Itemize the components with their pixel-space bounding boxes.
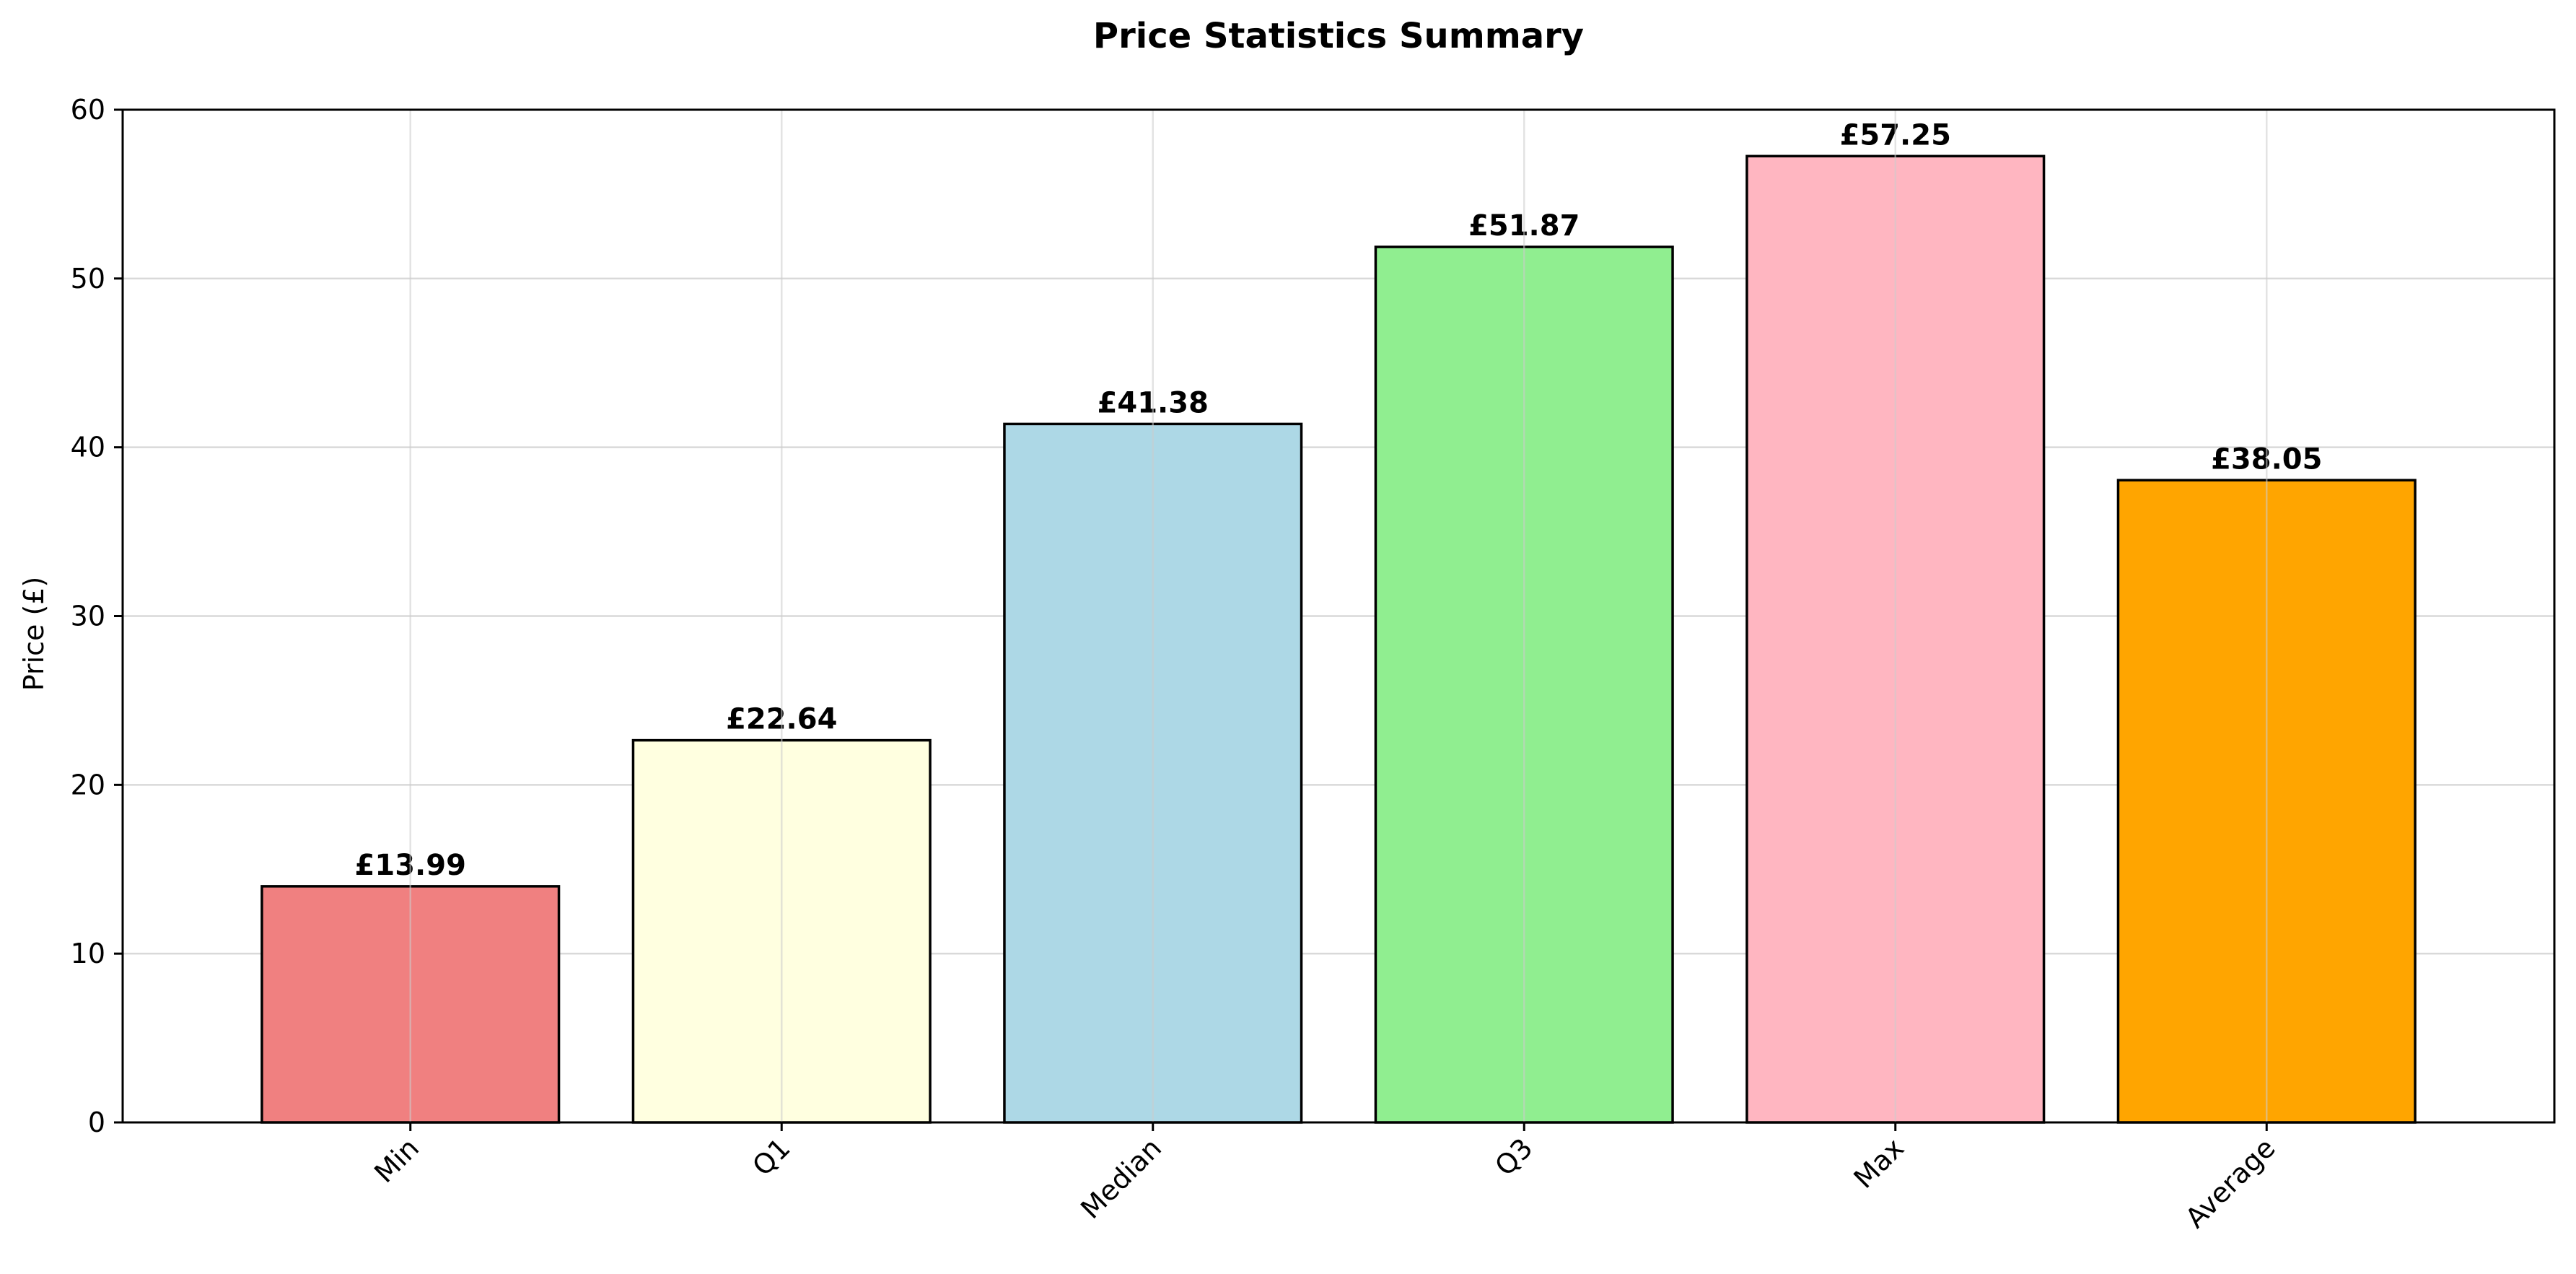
y-tick-label: 40 [71, 432, 105, 463]
chart-title: Price Statistics Summary [1093, 16, 1584, 56]
x-tick-label-q1: Q1 [746, 1132, 796, 1182]
x-tick-label-q3: Q3 [1489, 1132, 1538, 1182]
y-tick-label: 60 [71, 94, 105, 126]
y-tick-label: 20 [71, 769, 105, 800]
x-tick-label-max: Max [1847, 1132, 1910, 1195]
x-tick-label-average: Average [2179, 1132, 2281, 1234]
bars [262, 156, 2415, 1122]
x-tick-label-median: Median [1074, 1132, 1167, 1225]
y-tick-label: 0 [88, 1107, 105, 1138]
y-tick-label: 30 [71, 601, 105, 632]
x-tick-label-min: Min [368, 1132, 425, 1189]
y-axis-label: Price (£) [18, 577, 50, 691]
y-tick-label: 10 [71, 938, 105, 969]
y-tick-label: 50 [71, 263, 105, 294]
